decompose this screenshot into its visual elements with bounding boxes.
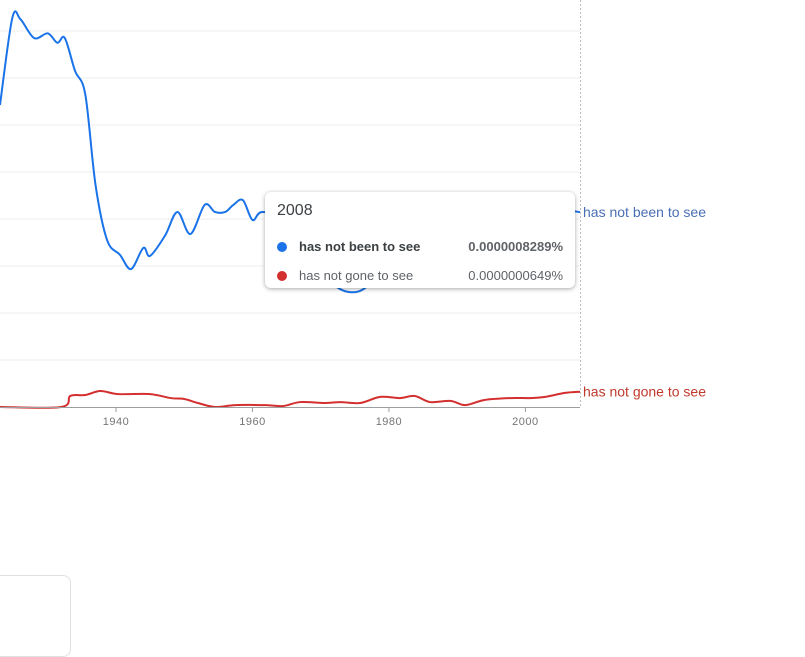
ngram-chart: 1940 1960 1980 2000 has not been to seehas … — [0, 0, 706, 428]
series-2-dot-icon — [277, 270, 287, 281]
hover-tooltip: 2008 has not been to see 0.0000008289% h… — [265, 192, 575, 288]
bottom-panel — [0, 575, 71, 657]
series-end-label: has not been to see — [583, 204, 706, 220]
x-tick-label: 1940 — [103, 416, 129, 428]
tooltip-series-label: has not gone to see — [299, 268, 414, 283]
tooltip-row-series-1: has not been to see 0.0000008289% — [277, 232, 563, 261]
series-end-label: has not gone to see — [583, 384, 706, 400]
series-1-dot-icon — [277, 241, 287, 252]
tooltip-series-value: 0.0000000649% — [468, 268, 563, 283]
tooltip-series-label: has not been to see — [299, 239, 421, 254]
tooltip-row-series-2: has not gone to see 0.0000000649% — [277, 261, 563, 290]
x-tick-label: 1980 — [376, 416, 402, 428]
tooltip-year: 2008 — [277, 202, 313, 219]
x-tick-label: 1960 — [239, 416, 265, 428]
x-tick-label: 2000 — [512, 416, 538, 428]
series-line-2[interactable] — [0, 390, 581, 409]
tooltip-series-value: 0.0000008289% — [468, 239, 563, 254]
x-axis: 1940 1960 1980 2000 — [0, 407, 580, 428]
series-end-labels: has not been to see has not gone to see — [583, 204, 706, 400]
